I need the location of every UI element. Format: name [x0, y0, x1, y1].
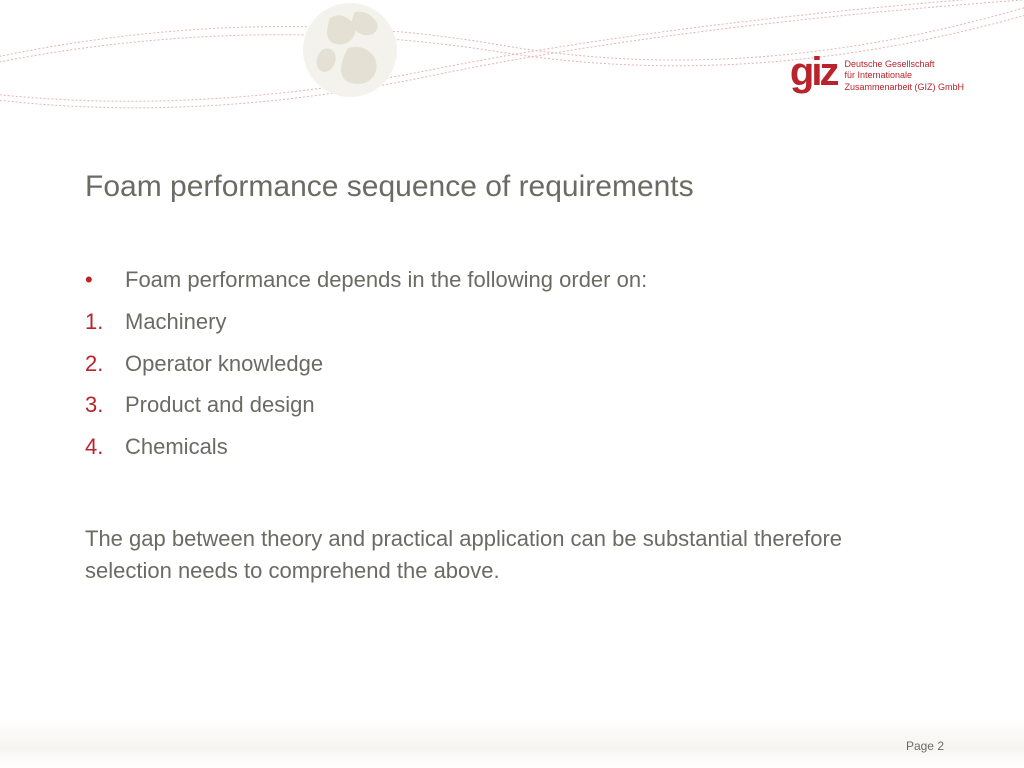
item-text: Machinery	[125, 301, 226, 343]
number-marker: 2.	[85, 343, 125, 385]
logo-tag-1: Deutsche Gesellschaft	[844, 59, 964, 70]
number-marker: 4.	[85, 426, 125, 468]
globe-icon	[300, 0, 400, 100]
list-item: 2. Operator knowledge	[85, 343, 925, 385]
intro-text: Foam performance depends in the followin…	[125, 259, 647, 301]
item-text: Chemicals	[125, 426, 228, 468]
page-number: Page 2	[906, 739, 944, 753]
number-marker: 3.	[85, 384, 125, 426]
number-marker: 1.	[85, 301, 125, 343]
header-decoration: giz Deutsche Gesellschaft für Internatio…	[0, 0, 1024, 140]
item-text: Product and design	[125, 384, 315, 426]
giz-logo: giz Deutsche Gesellschaft für Internatio…	[790, 55, 964, 93]
logo-tag-3: Zusammenarbeit (GIZ) GmbH	[844, 82, 964, 93]
bullet-marker: •	[85, 259, 125, 301]
intro-line: • Foam performance depends in the follow…	[85, 259, 925, 301]
slide-content: Foam performance sequence of requirement…	[85, 170, 925, 587]
item-text: Operator knowledge	[125, 343, 323, 385]
logo-tagline: Deutsche Gesellschaft für Internationale…	[844, 55, 964, 93]
content-list: • Foam performance depends in the follow…	[85, 259, 925, 468]
logo-tag-2: für Internationale	[844, 70, 964, 81]
footer-gradient	[0, 718, 1024, 768]
slide-title: Foam performance sequence of requirement…	[85, 170, 925, 204]
conclusion-text: The gap between theory and practical app…	[85, 523, 925, 587]
logo-text: giz	[790, 55, 837, 89]
list-item: 4. Chemicals	[85, 426, 925, 468]
list-item: 1. Machinery	[85, 301, 925, 343]
list-item: 3. Product and design	[85, 384, 925, 426]
